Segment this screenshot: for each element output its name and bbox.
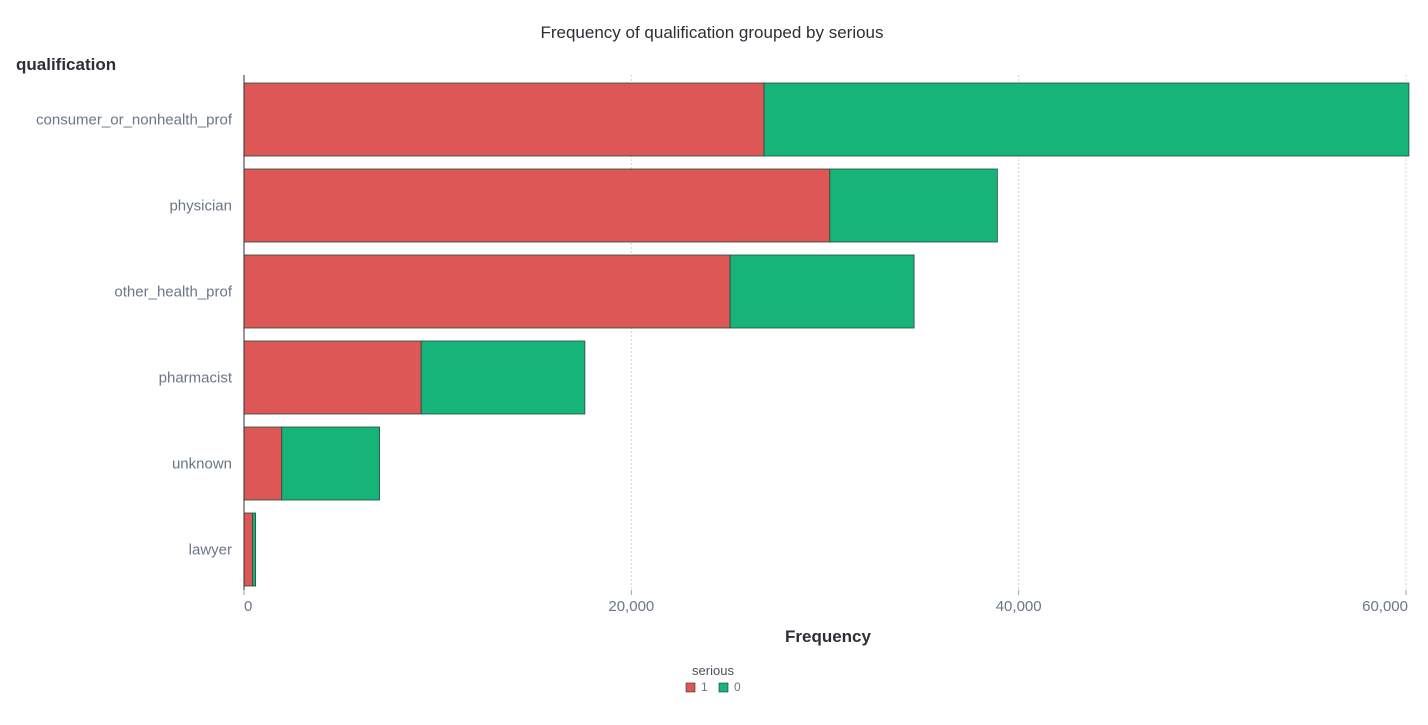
bar-pharmacist-serious-1[interactable] <box>243 340 422 415</box>
x-axis-title: Frequency <box>785 627 872 646</box>
category-labels: consumer_or_nonhealth_prof physician other… <box>36 112 233 559</box>
bar-consumer_or_nonhealth_prof-serious-0[interactable] <box>763 82 1410 157</box>
chart-title: Frequency of qualification grouped by se… <box>540 23 883 42</box>
x-tick-labels: 0 20,000 40,000 60,000 <box>243 590 1408 615</box>
bars <box>243 82 1410 587</box>
category-label: lawyer <box>189 542 232 559</box>
x-tick-label: 60,000 <box>1362 598 1408 615</box>
bar-physician-serious-0[interactable] <box>829 168 998 243</box>
legend: serious 1 0 <box>685 663 741 694</box>
bar-pharmacist-serious-0[interactable] <box>420 340 586 415</box>
bar-other_health_prof-serious-0[interactable] <box>729 254 915 329</box>
bar-lawyer-serious-1[interactable] <box>243 512 254 587</box>
legend-swatch <box>718 682 729 693</box>
legend-swatch <box>685 682 696 693</box>
bar-physician-serious-1[interactable] <box>243 168 831 243</box>
bar-consumer_or_nonhealth_prof-serious-1[interactable] <box>243 82 765 157</box>
bar-unknown-serious-0[interactable] <box>281 426 380 501</box>
bar-lawyer-serious-0[interactable] <box>252 512 257 587</box>
category-label: unknown <box>172 456 232 473</box>
category-label: pharmacist <box>159 370 233 387</box>
legend-label: 1 <box>701 680 708 694</box>
gridlines <box>630 75 1407 590</box>
legend-label: 0 <box>734 680 741 694</box>
category-label: consumer_or_nonhealth_prof <box>36 112 233 129</box>
x-tick-label: 20,000 <box>608 598 654 615</box>
bar-unknown-serious-1[interactable] <box>243 426 283 501</box>
category-label: physician <box>169 198 232 215</box>
category-label: other_health_prof <box>114 284 232 301</box>
bar-other_health_prof-serious-1[interactable] <box>243 254 731 329</box>
legend-title: serious <box>692 663 734 678</box>
x-tick-label: 0 <box>244 598 252 615</box>
y-axis-title: qualification <box>16 55 116 74</box>
x-tick-label: 40,000 <box>996 598 1042 615</box>
